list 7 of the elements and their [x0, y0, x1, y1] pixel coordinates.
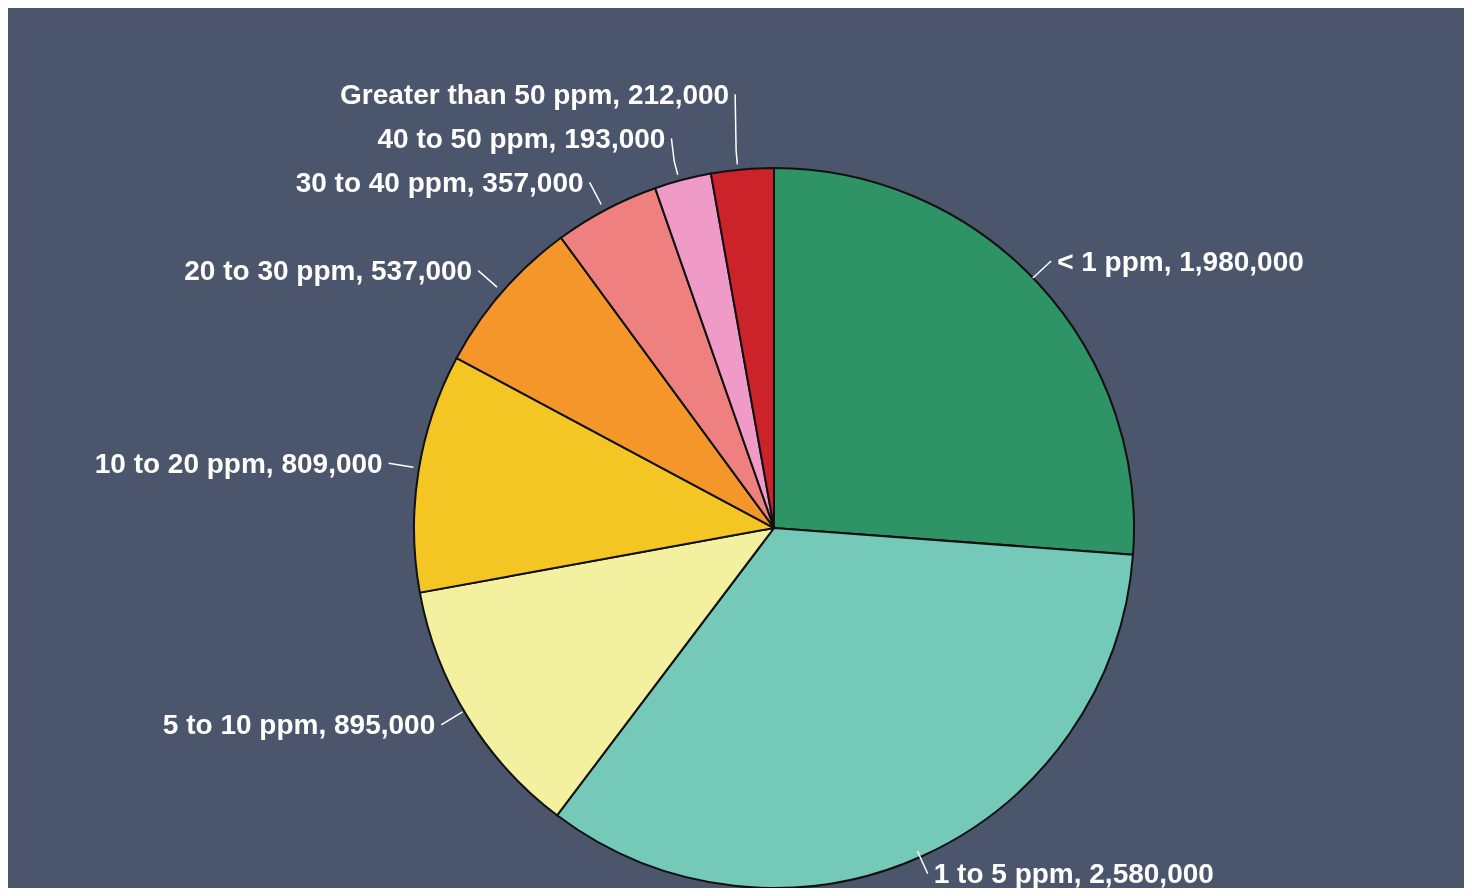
- slice-label: 30 to 40 ppm, 357,000: [295, 166, 584, 198]
- slice-label: Greater than 50 ppm, 212,000: [340, 78, 730, 110]
- slice-label: 20 to 30 ppm, 537,000: [184, 255, 473, 287]
- slice-label: 5 to 10 ppm, 895,000: [162, 709, 436, 741]
- slice-label: 40 to 50 ppm, 193,000: [377, 122, 666, 154]
- slice-label: 10 to 20 ppm, 809,000: [94, 447, 383, 479]
- slice-label: < 1 ppm, 1,980,000: [1057, 245, 1304, 277]
